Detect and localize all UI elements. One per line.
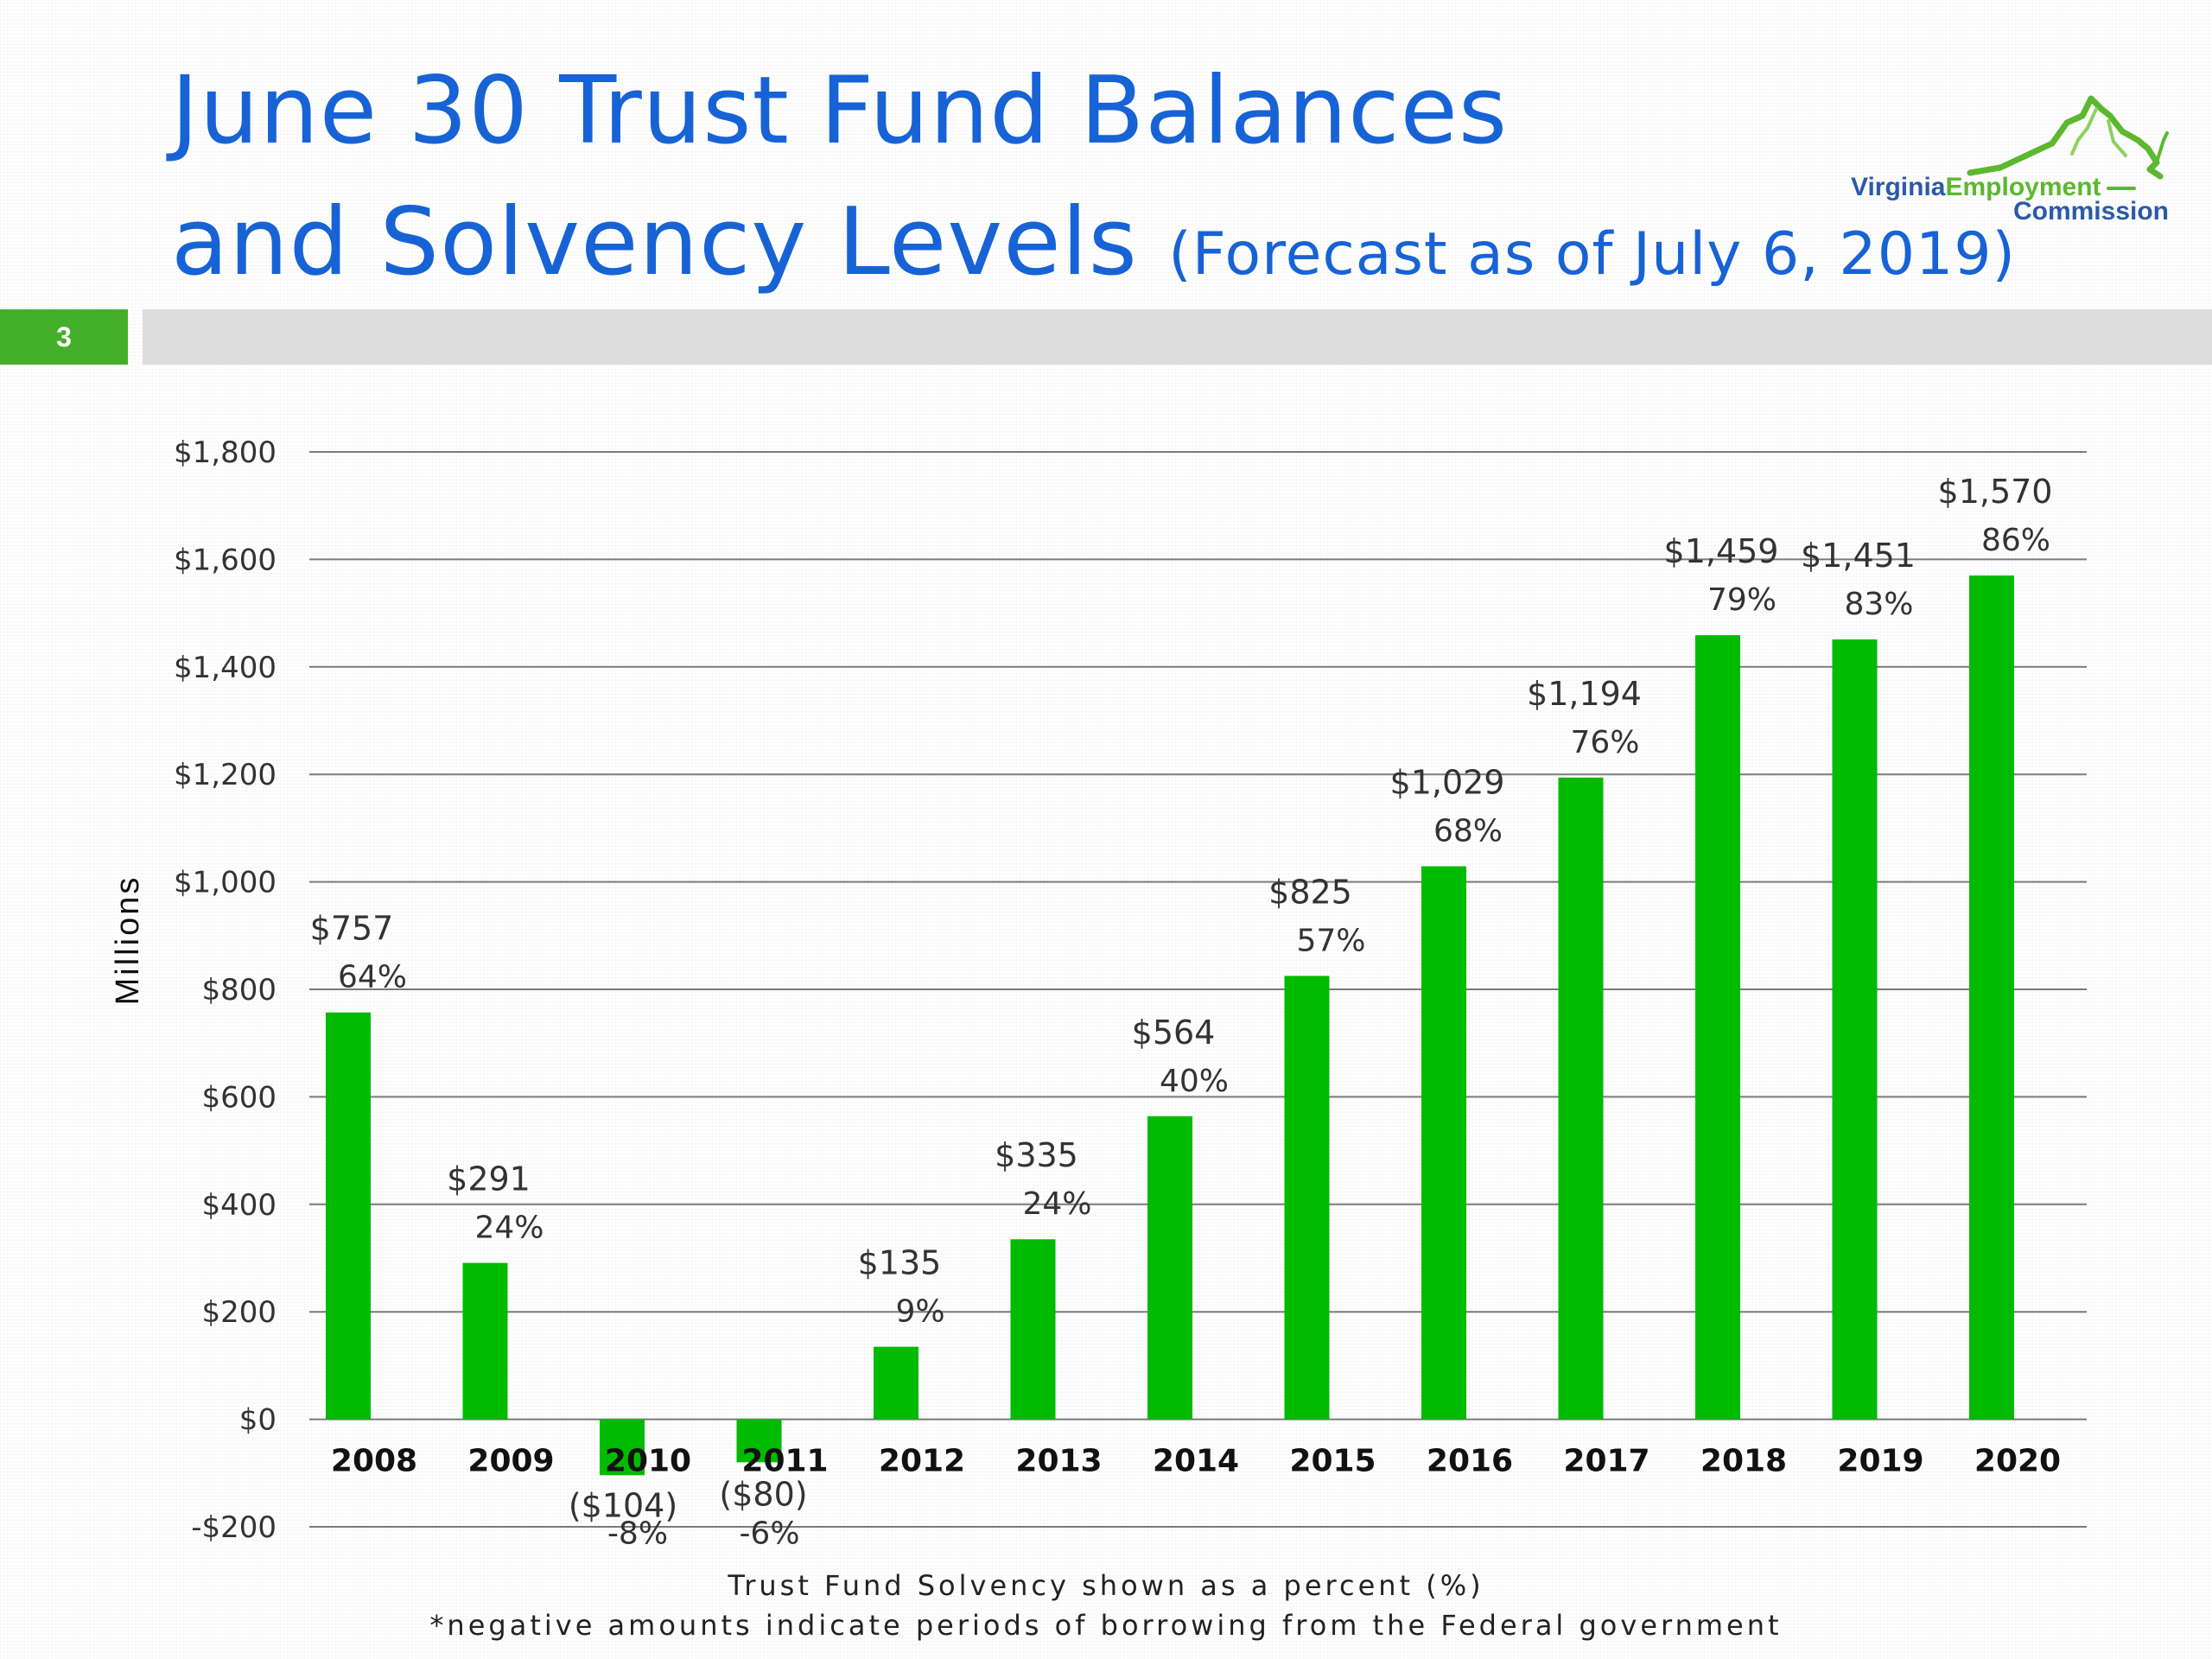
- slide-number: 3: [0, 309, 128, 365]
- value-label: $1,570: [1938, 473, 2053, 511]
- y-tick-label: $1,200: [174, 758, 276, 792]
- page-title-line-1: June 30 Trust Fund Balances: [171, 57, 1509, 165]
- value-label: $1,459: [1664, 532, 1779, 570]
- solvency-label: 83%: [1844, 587, 1913, 622]
- x-tick-label: 2018: [1700, 1444, 1787, 1479]
- y-tick-label: $1,000: [174, 866, 276, 900]
- x-tick-label: 2010: [605, 1444, 691, 1479]
- solvency-label: -8%: [607, 1516, 668, 1552]
- y-tick-label: $200: [201, 1295, 276, 1330]
- x-tick-label: 2017: [1563, 1444, 1649, 1479]
- forecast-subtitle: (Forecast as of July 6, 2019): [1168, 220, 2017, 289]
- value-label: $135: [858, 1244, 942, 1282]
- solvency-label: 86%: [1981, 523, 2050, 558]
- title-main: and Solvency Levels: [171, 188, 1138, 296]
- solvency-label: 76%: [1570, 725, 1639, 760]
- y-tick-label: $1,800: [174, 435, 276, 470]
- logo-text-virginia-employment: VirginiaEmployment: [1851, 173, 2101, 201]
- logo-text-commission: Commission: [2012, 197, 2169, 226]
- bar-2018: [1695, 635, 1740, 1420]
- x-tick-label: 2015: [1289, 1444, 1376, 1479]
- solvency-label: 24%: [1022, 1186, 1091, 1222]
- x-tick-label: 2014: [1153, 1444, 1239, 1479]
- bar-2010: [600, 1419, 645, 1476]
- x-tick-label: 2012: [879, 1444, 965, 1479]
- x-tick-label: 2011: [741, 1444, 828, 1479]
- solvency-label: 24%: [474, 1211, 543, 1246]
- x-tick-label: 2019: [1837, 1444, 1923, 1479]
- y-tick-label: -$200: [191, 1510, 276, 1545]
- bar-2017: [1558, 777, 1604, 1420]
- y-tick-label: $400: [201, 1188, 276, 1223]
- value-label: $1,029: [1390, 764, 1505, 802]
- solvency-label: 64%: [338, 960, 407, 995]
- y-tick-label: $1,400: [174, 651, 276, 685]
- y-tick-label: $600: [201, 1080, 276, 1115]
- bar-2020: [1969, 575, 2014, 1420]
- x-tick-label: 2008: [331, 1444, 417, 1479]
- solvency-label: -6%: [739, 1516, 799, 1552]
- bar-2008: [326, 1012, 371, 1420]
- solvency-label: 57%: [1296, 923, 1365, 958]
- y-axis-label: Millions: [110, 875, 146, 1006]
- vec-logo: VirginiaEmployment Commission: [1840, 86, 2169, 233]
- solvency-label: 68%: [1433, 814, 1503, 849]
- value-label: ($80): [719, 1476, 807, 1514]
- solvency-label: 40%: [1160, 1064, 1229, 1099]
- x-tick-label: 2013: [1015, 1444, 1102, 1479]
- bar-2016: [1421, 866, 1466, 1420]
- bar-2012: [874, 1346, 918, 1420]
- page-title-line-2: and Solvency Levels (Forecast as of July…: [171, 188, 2016, 296]
- value-label: $564: [1132, 1014, 1216, 1052]
- solvency-label: 79%: [1707, 582, 1777, 618]
- y-tick-label: $800: [201, 973, 276, 1007]
- value-label: $335: [995, 1136, 1078, 1174]
- x-tick-label: 2020: [1974, 1444, 2061, 1479]
- virginia-map-icon: [1967, 95, 2169, 190]
- footnote-solvency: Trust Fund Solvency shown as a percent (…: [728, 1569, 1484, 1602]
- footnote-negative-amounts: *negative amounts indicate periods of bo…: [429, 1609, 1783, 1642]
- value-label: $825: [1268, 873, 1352, 911]
- y-tick-label: $1,600: [174, 543, 276, 577]
- value-label: $757: [310, 910, 394, 948]
- bar-2009: [462, 1262, 508, 1420]
- y-tick-label: $0: [239, 1403, 276, 1438]
- bar-2015: [1284, 976, 1330, 1420]
- value-label: $291: [447, 1160, 531, 1198]
- x-tick-label: 2009: [467, 1444, 554, 1479]
- bar-2013: [1010, 1239, 1056, 1420]
- solvency-label: 9%: [895, 1294, 944, 1330]
- value-label: $1,194: [1527, 675, 1642, 713]
- header-divider-bar: [143, 309, 2212, 365]
- bar-2014: [1147, 1116, 1192, 1420]
- bar-2011: [736, 1419, 782, 1463]
- bar-2019: [1832, 639, 1878, 1420]
- value-label: $1,451: [1801, 537, 1916, 575]
- x-tick-label: 2016: [1427, 1444, 1513, 1479]
- value-label: ($104): [569, 1487, 677, 1525]
